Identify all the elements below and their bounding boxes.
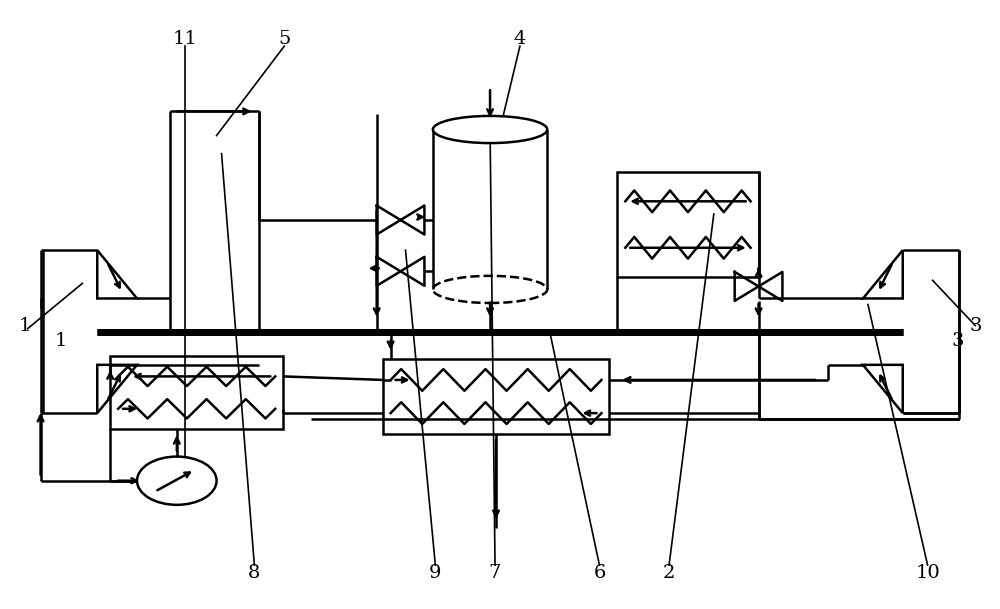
Text: 1: 1 xyxy=(18,317,31,334)
Bar xyxy=(110,356,283,429)
Bar xyxy=(383,359,609,434)
Text: 3: 3 xyxy=(969,317,982,334)
Text: 6: 6 xyxy=(593,564,606,582)
Text: 7: 7 xyxy=(489,564,501,582)
Text: 3: 3 xyxy=(951,332,964,350)
Text: 2: 2 xyxy=(663,564,675,582)
Ellipse shape xyxy=(433,116,547,143)
Text: 5: 5 xyxy=(278,30,290,48)
Text: 4: 4 xyxy=(514,30,526,48)
Text: 9: 9 xyxy=(429,564,442,582)
Text: 8: 8 xyxy=(248,564,261,582)
Text: 10: 10 xyxy=(915,564,940,582)
Bar xyxy=(617,172,759,277)
Text: 1: 1 xyxy=(54,332,67,350)
Text: 11: 11 xyxy=(172,30,197,48)
